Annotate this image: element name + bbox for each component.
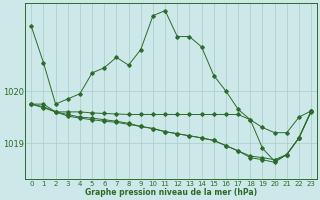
X-axis label: Graphe pression niveau de la mer (hPa): Graphe pression niveau de la mer (hPa) [85, 188, 257, 197]
